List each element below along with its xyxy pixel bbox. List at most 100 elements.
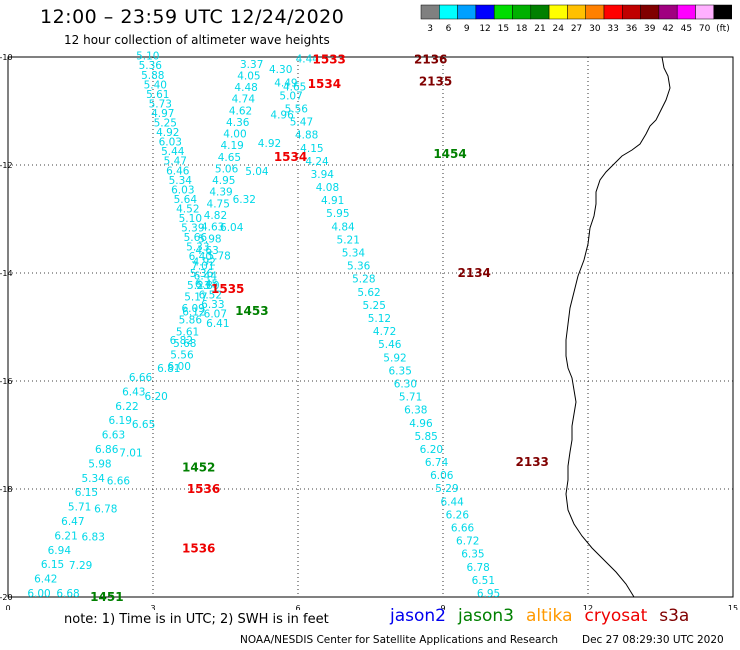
wave-height-value: 5.47 bbox=[164, 156, 187, 168]
wave-height-value: 5.78 bbox=[207, 250, 230, 262]
wave-height-value: 6.40 bbox=[189, 251, 212, 263]
pass-time-label: 1451 bbox=[90, 590, 123, 604]
wave-height-value: 5.33 bbox=[186, 242, 209, 254]
footer-credit: NOAA/NESDIS Center for Satellite Applica… bbox=[240, 634, 558, 646]
color-scale-label: 15 bbox=[498, 24, 509, 34]
wave-height-value: 5.56 bbox=[170, 350, 194, 362]
wave-height-tracks: 5.105.365.885.405.615.734.975.254.926.03… bbox=[27, 51, 500, 600]
wave-height-value: 6.07 bbox=[204, 308, 227, 320]
wave-height-value: 5.10 bbox=[179, 213, 202, 225]
wave-height-value: 6.72 bbox=[456, 536, 479, 548]
wave-height-value: 4.36 bbox=[226, 117, 250, 129]
wave-height-value: 6.04 bbox=[220, 222, 244, 234]
wave-height-value: 5.25 bbox=[363, 300, 386, 312]
wave-height-value: 4.05 bbox=[237, 70, 260, 82]
wave-height-value: 4.74 bbox=[232, 94, 256, 106]
color-scale-label: 18 bbox=[516, 24, 528, 34]
wave-height-value: 6.66 bbox=[107, 475, 131, 487]
wave-height-value: 5.92 bbox=[383, 352, 406, 364]
wave-height-value: 5.73 bbox=[149, 98, 172, 110]
color-scale-label: 3 bbox=[427, 24, 433, 34]
wave-height-value: 6.41 bbox=[206, 318, 229, 330]
pass-time-label: 2134 bbox=[458, 266, 491, 280]
wave-height-value: 4.95 bbox=[212, 175, 235, 187]
wave-height-value: 4.15 bbox=[300, 143, 323, 155]
color-scale-label: 27 bbox=[571, 24, 582, 34]
wave-height-value: 6.42 bbox=[34, 574, 57, 586]
y-tick-label: -14 bbox=[0, 269, 13, 278]
wave-height-value: 5.07 bbox=[279, 90, 302, 102]
wave-height-value: 5.10 bbox=[136, 51, 159, 63]
color-scale-label: 21 bbox=[534, 24, 545, 34]
wave-height-value: 5.34 bbox=[342, 248, 366, 260]
pass-time-label: 1536 bbox=[182, 541, 215, 555]
color-scale-label: (ft) bbox=[716, 24, 730, 34]
wave-height-value: 5.23 bbox=[187, 280, 210, 292]
wave-height-value: 5.47 bbox=[290, 117, 313, 129]
wave-height-value: 6.12 bbox=[182, 307, 205, 319]
wave-height-value: 4.91 bbox=[321, 195, 344, 207]
african-coastline bbox=[565, 56, 671, 598]
wave-height-value: 5.66 bbox=[184, 232, 208, 244]
wave-height-value: 5.12 bbox=[368, 313, 391, 325]
coastline bbox=[565, 56, 671, 598]
wave-height-value: 6.32 bbox=[233, 194, 256, 206]
wave-height-value: 6.66 bbox=[129, 372, 153, 384]
wave-height-value: 4.75 bbox=[207, 198, 230, 210]
color-scale-label: 6 bbox=[446, 24, 452, 34]
x-tick-label: 12 bbox=[583, 604, 593, 610]
x-tick-label: 15 bbox=[728, 604, 738, 610]
footer-note: note: 1) Time is in UTC; 2) SWH is in fe… bbox=[64, 612, 329, 627]
wave-height-value: 5.98 bbox=[88, 458, 111, 470]
wave-height-value: 5.86 bbox=[179, 315, 203, 327]
wave-height-value: 6.20 bbox=[144, 391, 167, 403]
wave-height-value: 6.15 bbox=[41, 559, 64, 571]
wave-height-value: 6.66 bbox=[451, 523, 475, 535]
wave-height-value: 5.25 bbox=[154, 118, 177, 130]
wave-height-value: 4.97 bbox=[151, 108, 174, 120]
wave-height-value: 6.74 bbox=[425, 457, 449, 469]
wave-height-value: 4.92 bbox=[258, 138, 281, 150]
pass-time-label: 2133 bbox=[516, 455, 549, 469]
satellite-s3a: s3a bbox=[659, 606, 690, 626]
wave-height-value: 4.63 bbox=[195, 245, 218, 257]
y-tick-label: -10 bbox=[0, 53, 13, 62]
wave-height-value: 5.85 bbox=[414, 431, 437, 443]
wave-height-value: 4.00 bbox=[223, 129, 246, 141]
color-swatch bbox=[713, 4, 732, 20]
wave-height-value: 6.09 bbox=[181, 303, 204, 315]
wave-height-value: 4.92 bbox=[193, 257, 216, 269]
wave-height-value: 6.44 bbox=[440, 496, 464, 508]
wave-height-value: 4.82 bbox=[204, 210, 227, 222]
wave-height-value: 4.96 bbox=[270, 110, 294, 122]
pass-time-label: 2135 bbox=[419, 74, 452, 88]
pass-time-label: 1535 bbox=[211, 282, 244, 296]
wave-height-value: 5.39 bbox=[181, 223, 204, 235]
wave-height-value: 4.65 bbox=[283, 82, 306, 94]
map-subtitle: 12 hour collection of altimeter wave hei… bbox=[64, 33, 330, 47]
wave-height-value: 6.35 bbox=[461, 549, 484, 561]
wave-height-value: 7.01 bbox=[191, 261, 214, 273]
wave-height-value: 6.52 bbox=[199, 289, 222, 301]
wave-height-value: 6.30 bbox=[394, 378, 417, 390]
wave-height-value: 5.62 bbox=[357, 287, 380, 299]
wave-height-value: 4.19 bbox=[220, 140, 243, 152]
wave-height-value: 4.08 bbox=[316, 182, 339, 194]
wave-height-value: 4.44 bbox=[296, 53, 320, 65]
x-tick-label: 3 bbox=[150, 604, 155, 610]
wave-height-value: 4.49 bbox=[274, 77, 297, 89]
color-scale-label: 33 bbox=[607, 24, 618, 34]
color-scale-label: 45 bbox=[681, 24, 692, 34]
x-tick-label: 0 bbox=[5, 604, 10, 610]
wave-height-value: 5.17 bbox=[184, 291, 207, 303]
wave-height-value: 4.84 bbox=[331, 221, 355, 233]
wave-height-value: 5.36 bbox=[139, 60, 163, 72]
wave-height-value: 4.48 bbox=[234, 82, 257, 94]
wave-height-value: 6.47 bbox=[61, 516, 84, 528]
wave-height-value: 5.61 bbox=[176, 326, 199, 338]
wave-height-value: 5.21 bbox=[337, 234, 360, 246]
wave-height-value: 6.78 bbox=[466, 562, 489, 574]
pass-time-label: 1534 bbox=[274, 150, 307, 164]
y-tick-label: -16 bbox=[0, 377, 13, 386]
wave-height-value: 4.63 bbox=[201, 222, 224, 234]
